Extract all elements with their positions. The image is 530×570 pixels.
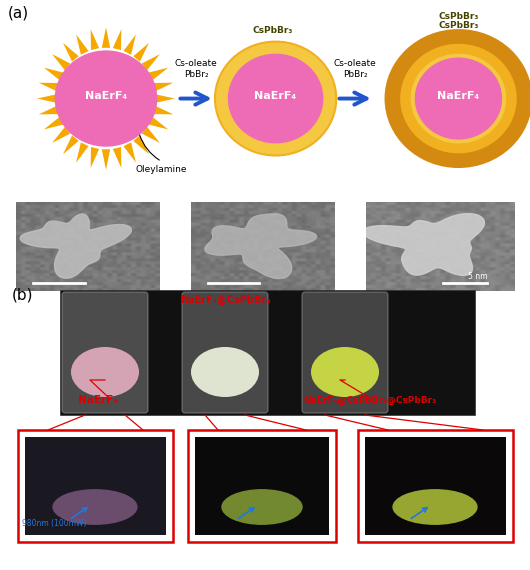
Polygon shape xyxy=(142,54,160,70)
Polygon shape xyxy=(39,105,59,115)
Polygon shape xyxy=(76,142,89,162)
Text: NaErF₄@CsPbBr₃@CsPbBr₃: NaErF₄@CsPbBr₃@CsPbBr₃ xyxy=(304,396,437,405)
Polygon shape xyxy=(134,43,149,62)
Polygon shape xyxy=(37,94,57,103)
Ellipse shape xyxy=(55,50,157,146)
FancyBboxPatch shape xyxy=(62,292,148,413)
Text: Oleylamine: Oleylamine xyxy=(136,165,188,174)
FancyBboxPatch shape xyxy=(182,292,268,413)
Text: CsPbBr₃: CsPbBr₃ xyxy=(253,26,293,35)
Polygon shape xyxy=(63,43,78,62)
Polygon shape xyxy=(102,27,110,48)
Text: CsPbBr₃: CsPbBr₃ xyxy=(438,21,479,30)
Text: Cs-oleate
PbBr₂: Cs-oleate PbBr₂ xyxy=(175,59,217,79)
Ellipse shape xyxy=(215,42,336,156)
Polygon shape xyxy=(153,83,173,92)
Polygon shape xyxy=(76,34,89,55)
Ellipse shape xyxy=(222,489,303,525)
Ellipse shape xyxy=(411,54,506,144)
Ellipse shape xyxy=(392,489,478,525)
Ellipse shape xyxy=(386,30,530,167)
Ellipse shape xyxy=(400,44,517,153)
Polygon shape xyxy=(113,147,121,168)
Polygon shape xyxy=(148,117,168,129)
FancyBboxPatch shape xyxy=(188,430,336,542)
FancyBboxPatch shape xyxy=(302,292,388,413)
Polygon shape xyxy=(102,149,110,170)
Polygon shape xyxy=(205,214,316,279)
Text: NaErF₄: NaErF₄ xyxy=(437,91,480,101)
Ellipse shape xyxy=(52,489,138,525)
Ellipse shape xyxy=(311,347,379,397)
Polygon shape xyxy=(123,142,136,162)
Polygon shape xyxy=(44,117,64,129)
Text: NaErF₄@CsPbBr₃: NaErF₄@CsPbBr₃ xyxy=(180,295,270,306)
Polygon shape xyxy=(142,127,160,143)
Polygon shape xyxy=(39,83,59,92)
Ellipse shape xyxy=(415,58,502,140)
Polygon shape xyxy=(91,29,99,50)
Polygon shape xyxy=(148,68,168,80)
Polygon shape xyxy=(123,34,136,55)
Text: CsPbBr₃: CsPbBr₃ xyxy=(438,13,479,21)
Polygon shape xyxy=(52,127,70,143)
Polygon shape xyxy=(153,105,173,115)
Polygon shape xyxy=(91,147,99,168)
FancyBboxPatch shape xyxy=(365,437,506,535)
Text: 980nm (100mW): 980nm (100mW) xyxy=(22,519,86,528)
Text: (b): (b) xyxy=(12,288,33,303)
Text: NaErF₄: NaErF₄ xyxy=(254,91,297,101)
Text: 5 nm: 5 nm xyxy=(468,272,488,281)
Polygon shape xyxy=(113,29,121,50)
FancyBboxPatch shape xyxy=(18,430,173,542)
Text: Cs-oleate
PbBr₂: Cs-oleate PbBr₂ xyxy=(334,59,376,79)
Text: NaErF₄: NaErF₄ xyxy=(78,395,118,405)
Polygon shape xyxy=(20,214,131,278)
Text: (a): (a) xyxy=(8,6,29,21)
FancyBboxPatch shape xyxy=(358,430,513,542)
FancyBboxPatch shape xyxy=(195,437,329,535)
Polygon shape xyxy=(63,136,78,154)
Polygon shape xyxy=(52,54,70,70)
Ellipse shape xyxy=(191,347,259,397)
Ellipse shape xyxy=(71,347,139,397)
Polygon shape xyxy=(44,68,64,80)
FancyBboxPatch shape xyxy=(25,437,166,535)
Ellipse shape xyxy=(228,54,323,144)
Polygon shape xyxy=(363,214,484,275)
Polygon shape xyxy=(134,136,149,154)
Text: NaErF₄: NaErF₄ xyxy=(85,91,127,101)
Polygon shape xyxy=(155,94,175,103)
FancyBboxPatch shape xyxy=(60,290,475,415)
